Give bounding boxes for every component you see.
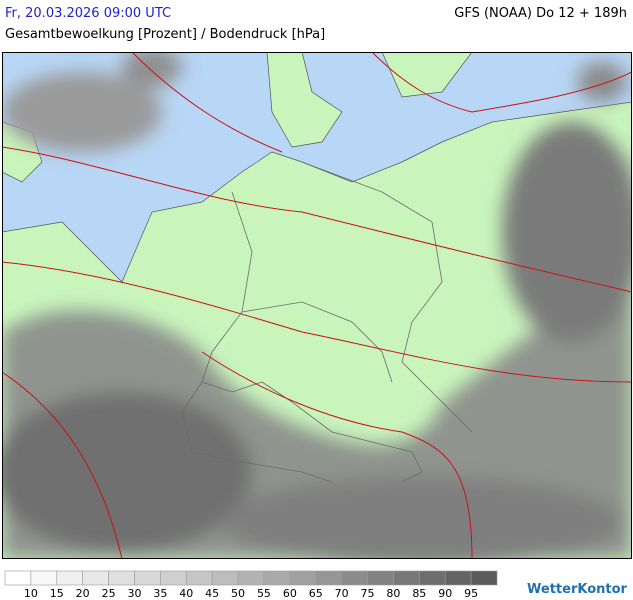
legend-label: 60 [282, 587, 297, 600]
land [266, 52, 343, 148]
legend-swatch [470, 570, 498, 586]
legend-swatch [444, 570, 472, 586]
legend-swatch [185, 570, 213, 586]
map-frame [2, 52, 632, 559]
legend [4, 570, 498, 586]
legend-label: 70 [334, 587, 349, 600]
legend-label: 45 [205, 587, 220, 600]
legend-swatch [30, 570, 58, 586]
legend-swatch [4, 570, 32, 586]
legend-swatch [393, 570, 420, 586]
legend-label: 20 [75, 587, 90, 600]
legend-swatch [315, 570, 342, 586]
legend-label: 10 [23, 587, 38, 600]
legend-swatch [56, 570, 83, 586]
legend-swatch [419, 570, 446, 586]
legend-label: 25 [101, 587, 116, 600]
legend-label: 55 [256, 587, 271, 600]
borders [181, 161, 473, 483]
legend-label: 40 [179, 587, 194, 600]
legend-label: 75 [360, 587, 375, 600]
legend-label: 35 [153, 587, 168, 600]
legend-swatch [341, 570, 368, 586]
subtitle: Gesamtbewoelkung [Prozent] / Bodendruck … [5, 27, 326, 42]
legend-label: 85 [412, 587, 427, 600]
legend-swatch [263, 570, 291, 586]
date: Fr, 20.03.2026 09:00 UTC [5, 6, 172, 21]
model: GFS (NOAA) Do 12 + 189h [454, 6, 627, 21]
map [2, 52, 632, 559]
legend-label: 15 [49, 587, 64, 600]
legend-swatch [134, 570, 161, 586]
legend-swatch [289, 570, 317, 586]
land [381, 52, 473, 98]
legend-label: 95 [464, 587, 479, 600]
legend-swatch [108, 570, 135, 586]
logo: WetterKontor [527, 582, 627, 597]
isobars [2, 52, 632, 559]
legend-swatch [237, 570, 265, 586]
legend-label: 80 [386, 587, 401, 600]
legend-label: 50 [231, 587, 246, 600]
legend-swatch [211, 570, 239, 586]
legend-swatch [160, 570, 187, 586]
legend-label: 65 [308, 587, 323, 600]
clouds [2, 52, 632, 559]
legend-swatch [82, 570, 109, 586]
legend-label: 90 [438, 587, 453, 600]
legend-label: 30 [127, 587, 142, 600]
legend-swatch [367, 570, 394, 586]
